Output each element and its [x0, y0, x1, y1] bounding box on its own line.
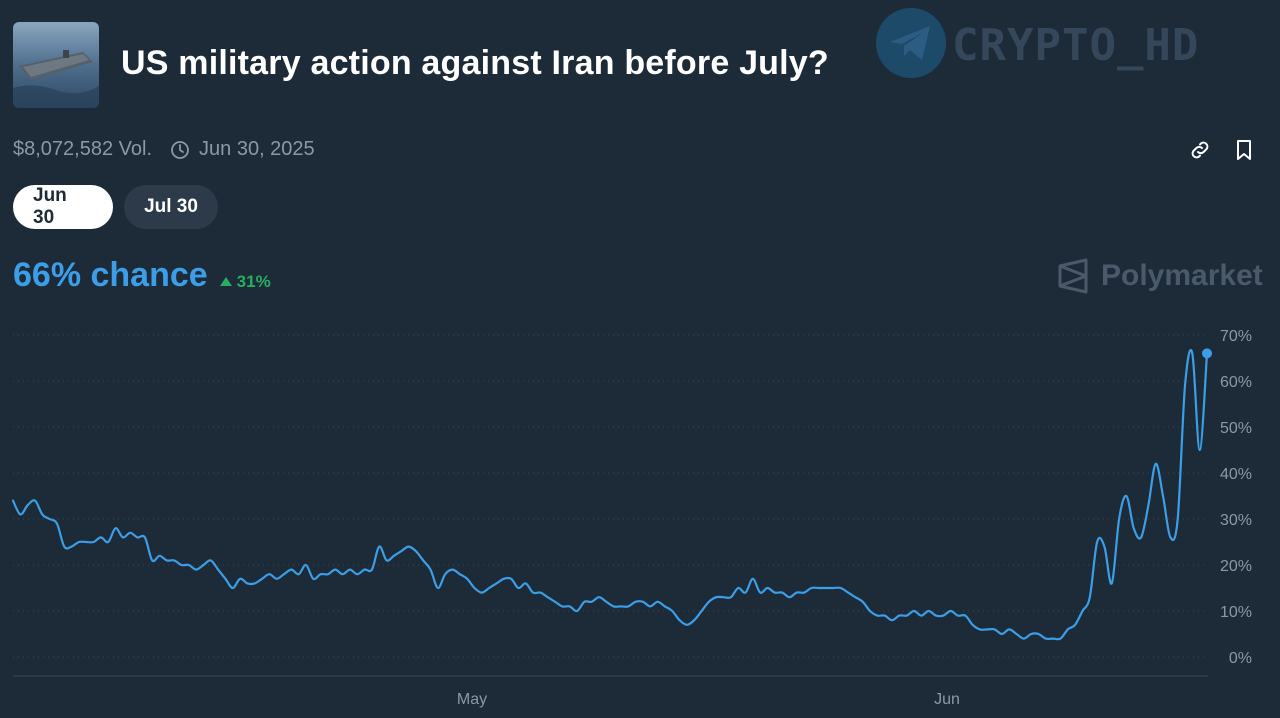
chance-value: 66% chance: [13, 256, 208, 294]
volume-text: $8,072,582 Vol.: [13, 138, 153, 160]
header-actions: [1188, 138, 1256, 162]
tab-jul-30[interactable]: Jul 30: [124, 185, 218, 229]
x-tick-label: Jun: [934, 691, 960, 708]
chance-delta-value: 31%: [236, 271, 271, 291]
end-date-text: Jun 30, 2025: [199, 138, 315, 160]
y-axis-ticks: 0% 10% 20% 30% 40% 50% 60% 70%: [1220, 328, 1252, 667]
y-tick-label: 10%: [1220, 604, 1252, 621]
watermark: CRYPTO_HD: [876, 8, 1256, 78]
x-axis-ticks: May Jun: [457, 691, 960, 708]
telegram-icon: [876, 8, 946, 78]
chance-summary: 66% chance 31%: [13, 256, 271, 295]
x-tick-label: May: [457, 691, 487, 708]
y-tick-label: 30%: [1220, 512, 1252, 529]
market-meta: $8,072,582 Vol. Jun 30, 2025: [13, 138, 315, 161]
series-end-point: [1202, 348, 1212, 359]
link-icon[interactable]: [1188, 138, 1212, 162]
series-line: [11, 348, 1209, 641]
tab-jun-30[interactable]: Jun 30: [13, 185, 113, 229]
clock-icon: [171, 140, 189, 159]
market-title: US military action against Iran before J…: [121, 44, 829, 82]
bookmark-icon[interactable]: [1232, 138, 1256, 162]
y-tick-label: 60%: [1220, 374, 1252, 391]
y-tick-label: 20%: [1220, 558, 1252, 575]
date-tabs: Jun 30 Jul 30: [13, 185, 218, 229]
chance-delta: 31%: [219, 271, 271, 292]
y-tick-label: 70%: [1220, 328, 1252, 345]
brand-name: Polymarket: [1101, 259, 1263, 292]
polymarket-logo-icon: [1058, 258, 1088, 294]
y-tick-label: 50%: [1220, 420, 1252, 437]
market-thumbnail: [13, 22, 99, 108]
y-tick-label: 0%: [1229, 650, 1252, 667]
triangle-up-icon: [219, 277, 232, 286]
polymarket-brand: Polymarket: [1057, 258, 1263, 294]
chart-grid: [13, 334, 1208, 658]
aircraft-carrier-image: [13, 22, 99, 108]
y-tick-label: 40%: [1220, 466, 1252, 483]
watermark-text: CRYPTO_HD: [952, 20, 1200, 71]
